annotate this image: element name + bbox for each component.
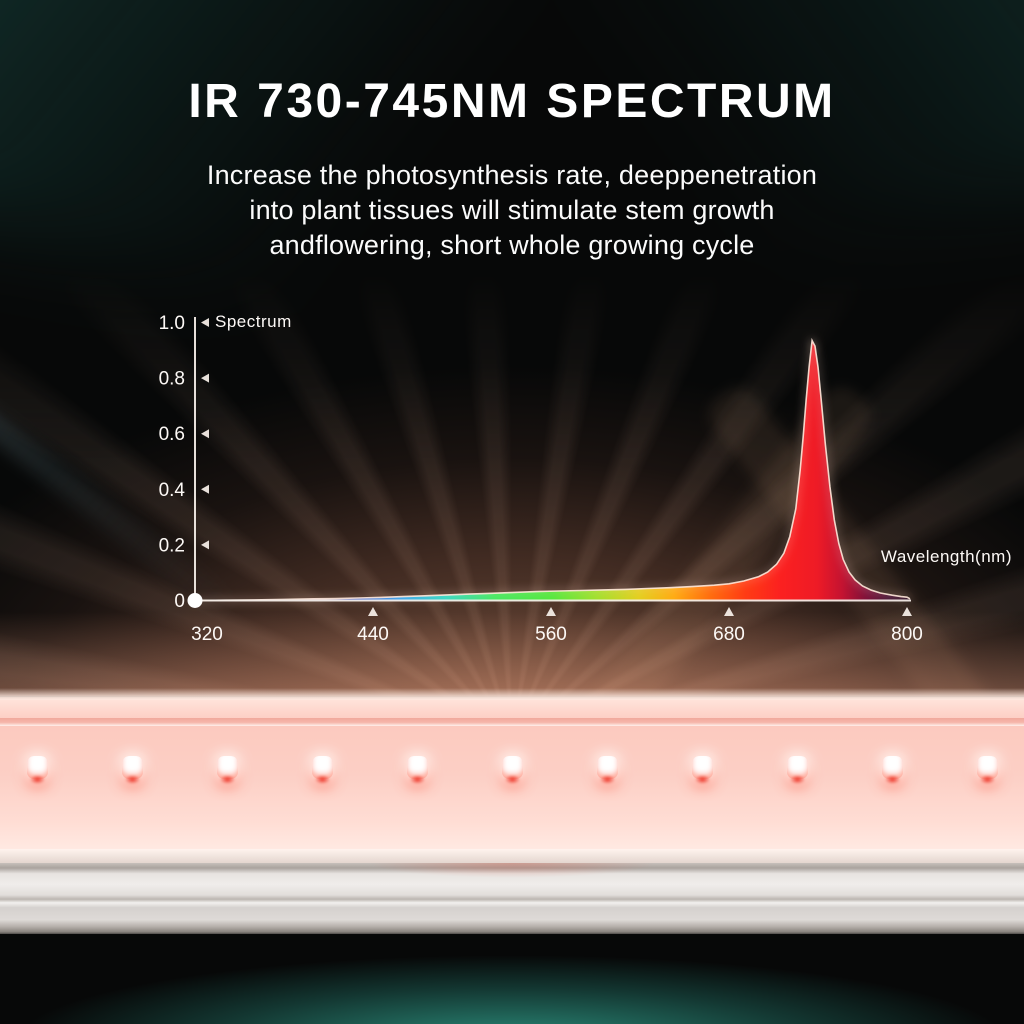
led-chip bbox=[691, 756, 713, 784]
y-axis-ticks: 0 0.2 0.4 0.6 0.8 1.0 bbox=[159, 313, 209, 612]
x-tick-label: 560 bbox=[535, 624, 567, 645]
y-tick-arrow-icon bbox=[201, 373, 209, 383]
x-tick-label: 440 bbox=[357, 624, 389, 645]
led-underglow bbox=[694, 775, 710, 784]
led-chip bbox=[121, 756, 143, 784]
y-axis-title: Spectrum bbox=[215, 312, 292, 331]
led-underglow bbox=[884, 775, 900, 784]
x-tick-arrow-icon bbox=[724, 607, 734, 616]
x-tick-arrow-icon bbox=[546, 607, 556, 616]
led-underglow bbox=[504, 775, 520, 784]
led-chip bbox=[26, 756, 48, 784]
y-tick-label: 0.4 bbox=[159, 480, 186, 501]
page-subtitle: Increase the photosynthesis rate, deeppe… bbox=[0, 158, 1024, 263]
led-chip bbox=[501, 756, 523, 784]
subtitle-line: into plant tissues will stimulate stem g… bbox=[249, 195, 775, 225]
subtitle-line: Increase the photosynthesis rate, deeppe… bbox=[206, 160, 818, 190]
led-underglow bbox=[314, 775, 330, 784]
bg-light-rays bbox=[0, 265, 1024, 705]
led-underglow bbox=[979, 775, 995, 784]
bg-bar-glow bbox=[0, 612, 1024, 696]
spectrum-curve-outline bbox=[194, 337, 911, 602]
x-tick-label: 320 bbox=[191, 624, 223, 645]
led-underglow bbox=[409, 775, 425, 784]
bar-groove-line bbox=[0, 718, 1024, 726]
origin-dot-icon bbox=[187, 593, 203, 608]
bg-warm-haze bbox=[0, 265, 1024, 705]
led-chip bbox=[311, 756, 333, 784]
led-underglow bbox=[124, 775, 140, 784]
led-chip bbox=[976, 756, 998, 784]
bar-bottom-highlight bbox=[0, 849, 1024, 863]
led-chip bbox=[786, 756, 808, 784]
page-title: IR 730-745NM SPECTRUM bbox=[188, 75, 836, 128]
led-chip bbox=[216, 756, 238, 784]
y-tick-arrow-icon bbox=[201, 429, 209, 439]
bg-floor-glow bbox=[0, 928, 1024, 1024]
led-underglow bbox=[29, 775, 45, 784]
x-tick-arrow-icon bbox=[368, 607, 378, 616]
y-tick-label: 0.2 bbox=[159, 535, 185, 556]
bar-upper-face bbox=[0, 700, 1024, 718]
y-tick-arrow-icon bbox=[201, 318, 209, 327]
led-underglow bbox=[219, 775, 235, 784]
y-tick-label: 0 bbox=[174, 591, 185, 612]
spectrum-curve-fill bbox=[195, 340, 911, 601]
led-chip bbox=[881, 756, 903, 784]
x-tick-arrow-icon bbox=[902, 607, 912, 616]
x-tick-label: 680 bbox=[713, 624, 745, 645]
bar-top-glow bbox=[0, 688, 1024, 700]
subtitle-line: andflowering, short whole growing cycle bbox=[269, 230, 755, 260]
bar-metal-housing bbox=[0, 863, 1024, 934]
led-light-bar bbox=[0, 688, 1024, 936]
led-chip bbox=[596, 756, 618, 784]
x-axis-title: Wavelength(nm) bbox=[881, 547, 1012, 566]
y-tick-label: 0.8 bbox=[159, 369, 185, 390]
x-tick-label: 800 bbox=[891, 624, 923, 645]
y-tick-arrow-icon bbox=[201, 540, 209, 550]
led-underglow bbox=[789, 775, 805, 784]
y-tick-label: 1.0 bbox=[159, 313, 185, 334]
x-axis-ticks: 320 440 560 680 800 bbox=[191, 607, 923, 645]
bar-led-face bbox=[0, 726, 1024, 852]
led-chip bbox=[406, 756, 428, 784]
led-underglow bbox=[599, 775, 615, 784]
y-tick-arrow-icon bbox=[201, 484, 209, 494]
y-tick-label: 0.6 bbox=[159, 424, 185, 445]
